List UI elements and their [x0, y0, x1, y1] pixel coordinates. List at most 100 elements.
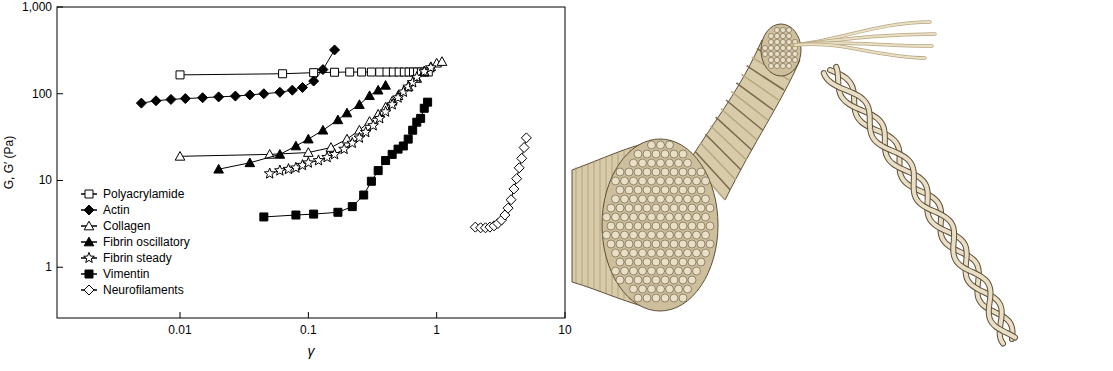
- fibril: [706, 222, 714, 230]
- fibril: [652, 258, 660, 266]
- fibril: [774, 45, 779, 50]
- fibril: [666, 267, 674, 275]
- fibril: [702, 177, 710, 185]
- fibril: [688, 186, 696, 194]
- fibril: [621, 177, 629, 185]
- fibril: [786, 63, 791, 68]
- fibril: [634, 294, 642, 302]
- x-tick: [308, 312, 309, 318]
- tube-band: [726, 100, 763, 130]
- fibril: [625, 222, 633, 230]
- data-point: [509, 184, 519, 194]
- fibril: [639, 267, 647, 275]
- fibril: [675, 213, 683, 221]
- data-point: [230, 91, 240, 101]
- fibril: [612, 177, 620, 185]
- fibril: [612, 195, 620, 203]
- rope-strand-outline: [824, 73, 1015, 337]
- fibril: [643, 186, 651, 194]
- plot-frame: [57, 7, 565, 318]
- data-point: [339, 144, 350, 154]
- fibril: [684, 267, 692, 275]
- fibril: [661, 186, 669, 194]
- data-point: [333, 115, 343, 124]
- fibril: [780, 57, 785, 62]
- fibril: [625, 204, 633, 212]
- fibril: [652, 240, 660, 248]
- fibril: [657, 213, 665, 221]
- fibril: [762, 51, 767, 56]
- fibril: [639, 231, 647, 239]
- data-point: [360, 191, 368, 199]
- fibril: [792, 51, 797, 56]
- y-tick-label: 100: [32, 87, 52, 101]
- fibril: [652, 222, 660, 230]
- fibril: [639, 213, 647, 221]
- fibril: [630, 177, 638, 185]
- fibril: [616, 168, 624, 176]
- fibril: [643, 168, 651, 176]
- fibril: [612, 267, 620, 275]
- data-point: [279, 70, 287, 78]
- fibril: [625, 276, 633, 284]
- fibril: [688, 276, 696, 284]
- legend-marker: [85, 190, 93, 198]
- fibril: [675, 285, 683, 293]
- data-point: [176, 71, 184, 79]
- fiber-illustration: [572, 22, 1015, 344]
- fibril: [648, 141, 656, 149]
- fibril: [786, 45, 791, 50]
- data-point: [245, 90, 255, 100]
- fibril: [648, 195, 656, 203]
- data-point: [409, 126, 417, 134]
- fibril: [661, 222, 669, 230]
- fibril: [616, 276, 624, 284]
- fibril: [612, 231, 620, 239]
- fibril: [634, 240, 642, 248]
- fibril: [670, 168, 678, 176]
- fibril: [688, 204, 696, 212]
- fibril: [639, 285, 647, 293]
- fibril: [697, 240, 705, 248]
- fibril: [607, 240, 615, 248]
- tube-hatch: [576, 167, 577, 284]
- y-tick-label: 1,000: [22, 0, 52, 14]
- legend-marker: [85, 270, 93, 278]
- data-point: [310, 210, 318, 218]
- fibril: [643, 258, 651, 266]
- fibril: [675, 177, 683, 185]
- fibril: [607, 222, 615, 230]
- fibril: [670, 186, 678, 194]
- data-point: [198, 93, 208, 103]
- series-line: [270, 68, 431, 174]
- data-point: [245, 158, 255, 167]
- fibril: [675, 231, 683, 239]
- fibril: [697, 222, 705, 230]
- fibril: [652, 204, 660, 212]
- data-point: [506, 195, 516, 205]
- fibril: [684, 195, 692, 203]
- tube-band: [741, 74, 778, 100]
- fibril: [630, 285, 638, 293]
- fibril: [670, 294, 678, 302]
- legend-marker: [84, 252, 95, 262]
- fibril: [693, 231, 701, 239]
- series-line: [180, 62, 442, 157]
- fibril: [657, 159, 665, 167]
- fibril: [657, 177, 665, 185]
- data-point: [331, 68, 339, 76]
- data-point: [309, 76, 319, 86]
- legend-label: Collagen: [103, 219, 150, 233]
- fibril: [780, 39, 785, 44]
- fibril: [612, 249, 620, 257]
- fibril: [657, 249, 665, 257]
- fibril: [702, 195, 710, 203]
- legend-marker: [84, 237, 94, 246]
- fibril: [630, 195, 638, 203]
- fibril: [693, 213, 701, 221]
- fibril: [616, 240, 624, 248]
- fibril: [630, 159, 638, 167]
- data-point: [512, 174, 522, 184]
- y-axis-title: G, G′ (Pa): [2, 136, 16, 190]
- fibril: [666, 285, 674, 293]
